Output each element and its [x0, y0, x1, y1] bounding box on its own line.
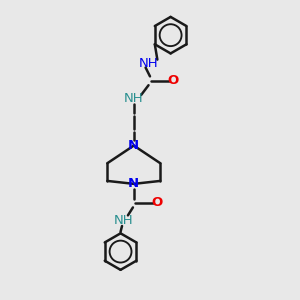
Text: O: O [167, 74, 178, 87]
Text: NH: NH [114, 214, 133, 227]
Text: O: O [151, 196, 162, 209]
Text: NH: NH [124, 92, 144, 105]
Text: N: N [128, 177, 140, 190]
Text: NH: NH [139, 57, 158, 70]
Text: N: N [128, 139, 140, 152]
